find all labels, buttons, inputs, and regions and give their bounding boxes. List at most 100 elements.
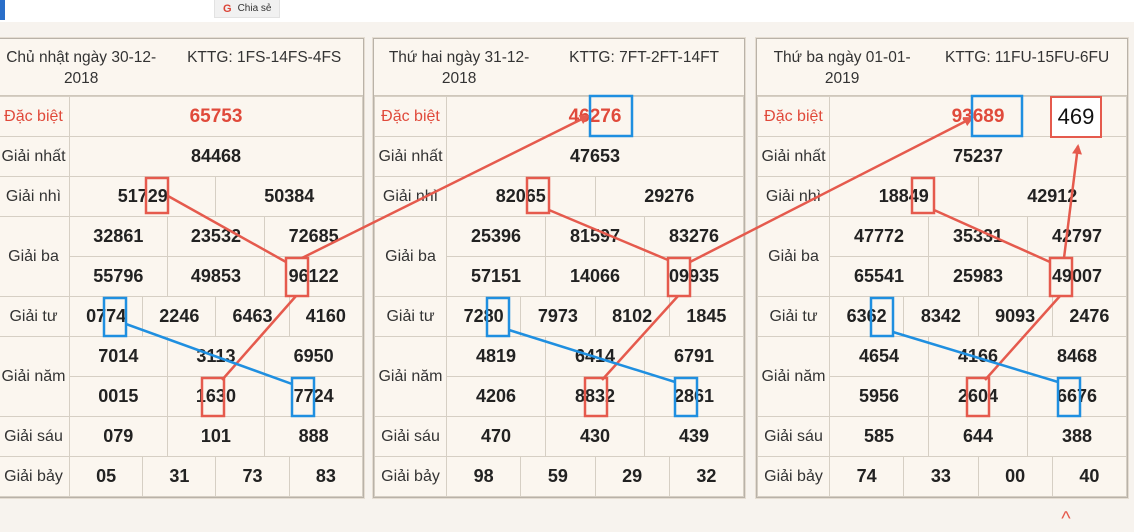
g4-value: 7280 xyxy=(445,296,522,337)
g1-value: 47653 xyxy=(446,136,744,177)
panel-kttg: KTTG: 7FT-2FT-14FT xyxy=(569,49,720,66)
g5-value: 3113 xyxy=(166,336,266,377)
g6-value: 430 xyxy=(545,416,645,457)
label-g5: Giải năm xyxy=(374,336,447,417)
g7-value: 40 xyxy=(1051,456,1128,497)
label-db: Đặc biệt xyxy=(374,96,447,137)
g7-value: 73 xyxy=(215,456,290,497)
google-icon: G xyxy=(223,2,232,15)
panel-date: Chủ nhật ngày 30-12-2018 xyxy=(6,49,157,87)
g3-value: 49007 xyxy=(1027,256,1127,297)
g7-value: 33 xyxy=(903,456,979,497)
share-button[interactable]: G Chia sẻ xyxy=(214,0,281,18)
g3-value: 32861 xyxy=(69,216,168,257)
g7-value: 59 xyxy=(520,456,596,497)
g3-value: 25396 xyxy=(446,216,546,257)
g5-value: 6791 xyxy=(644,336,744,377)
g3-value: 65541 xyxy=(829,256,929,297)
g5-value: 2604 xyxy=(928,376,1028,417)
g5-value: 0015 xyxy=(69,376,168,417)
g4-value: 6463 xyxy=(215,296,290,337)
label-g1: Giải nhất xyxy=(0,136,70,177)
g5-value: 4206 xyxy=(446,376,546,417)
panel-header: Chủ nhật ngày 30-12-2018 KTTG: 1FS-14FS-… xyxy=(0,39,363,96)
g3-value: 81597 xyxy=(545,216,645,257)
label-g4: Giải tư xyxy=(374,296,447,337)
panel-date: Thứ hai ngày 31-12-2018 xyxy=(388,49,530,87)
g5-value: 4819 xyxy=(446,336,546,377)
g7-value: 32 xyxy=(668,456,745,497)
g4-value: 7973 xyxy=(520,296,596,337)
panel-kttg: KTTG: 1FS-14FS-4FS xyxy=(187,49,342,66)
label-g6: Giải sáu xyxy=(374,416,447,457)
g5-value: 7014 xyxy=(69,336,168,377)
g4-value: 4160 xyxy=(288,296,364,337)
g3-value: 96122 xyxy=(264,256,363,297)
top-bar: G Chia sẻ xyxy=(0,0,1134,22)
g6-value: 101 xyxy=(166,416,266,457)
g4-value: 8102 xyxy=(594,296,670,337)
g1-value: 75237 xyxy=(829,136,1127,177)
g6-value: 439 xyxy=(644,416,744,457)
g5-value: 5956 xyxy=(829,376,929,417)
g5-value: 8832 xyxy=(545,376,645,417)
g6-value: 644 xyxy=(928,416,1028,457)
g4-value: 8342 xyxy=(903,296,979,337)
g5-value: 6950 xyxy=(264,336,363,377)
g5-value: 4654 xyxy=(829,336,929,377)
g6-value: 470 xyxy=(446,416,546,457)
g5-value: 6414 xyxy=(545,336,645,377)
g7-value: 83 xyxy=(288,456,364,497)
label-g4: Giải tư xyxy=(757,296,830,337)
g3-value: 72685 xyxy=(264,216,363,257)
panel-header: Thứ hai ngày 31-12-2018 KTTG: 7FT-2FT-14… xyxy=(374,39,744,96)
panel-header: Thứ ba ngày 01-01-2019 KTTG: 11FU-15FU-6… xyxy=(757,39,1127,96)
g3-value: 55796 xyxy=(69,256,168,297)
label-db: Đặc biệt xyxy=(0,96,70,137)
results-table: Đặc biệt 65753 Giải nhất 84468 Giải nhì 517… xyxy=(0,96,364,497)
label-g7: Giải bảy xyxy=(374,456,447,497)
left-accent-bar xyxy=(0,0,5,20)
label-g6: Giải sáu xyxy=(0,416,70,457)
g7-value: 74 xyxy=(828,456,905,497)
db-value: 46276 xyxy=(446,96,744,137)
g3-value: 83276 xyxy=(644,216,744,257)
label-g3: Giải ba xyxy=(757,216,830,297)
g4-value: 0774 xyxy=(68,296,144,337)
results-table: Đặc biệt 93689 Giải nhất 75237 Giải nhì 188… xyxy=(757,96,1128,497)
g3-value: 47772 xyxy=(829,216,929,257)
label-db: Đặc biệt xyxy=(757,96,830,137)
g2-value: 51729 xyxy=(68,176,217,217)
g2-value: 82065 xyxy=(446,176,596,217)
chevron-up-icon[interactable]: ^ xyxy=(1061,508,1071,530)
g5-value: 7724 xyxy=(264,376,363,417)
g3-value: 14066 xyxy=(545,256,645,297)
g3-value: 35331 xyxy=(928,216,1028,257)
g7-value: 00 xyxy=(977,456,1053,497)
share-label: Chia sẻ xyxy=(237,3,272,14)
label-g3: Giải ba xyxy=(374,216,447,297)
g7-value: 98 xyxy=(445,456,522,497)
g6-value: 888 xyxy=(264,416,363,457)
g5-value: 4166 xyxy=(928,336,1028,377)
g7-value: 05 xyxy=(68,456,144,497)
g5-value: 2861 xyxy=(644,376,744,417)
label-g6: Giải sáu xyxy=(757,416,830,457)
g2-value: 50384 xyxy=(215,176,363,217)
prediction-box: 469 xyxy=(1050,96,1102,138)
g1-value: 84468 xyxy=(69,136,363,177)
g3-value: 25983 xyxy=(928,256,1028,297)
g2-value: 42912 xyxy=(977,176,1127,217)
label-g5: Giải năm xyxy=(0,336,70,417)
g2-value: 29276 xyxy=(594,176,744,217)
g4-value: 2246 xyxy=(142,296,217,337)
g3-value: 42797 xyxy=(1027,216,1127,257)
label-g7: Giải bảy xyxy=(757,456,830,497)
g4-value: 1845 xyxy=(668,296,745,337)
label-g7: Giải bảy xyxy=(0,456,70,497)
label-g1: Giải nhất xyxy=(757,136,830,177)
g4-value: 2476 xyxy=(1051,296,1128,337)
g4-value: 9093 xyxy=(977,296,1053,337)
g4-value: 6362 xyxy=(828,296,905,337)
db-value: 65753 xyxy=(69,96,363,137)
